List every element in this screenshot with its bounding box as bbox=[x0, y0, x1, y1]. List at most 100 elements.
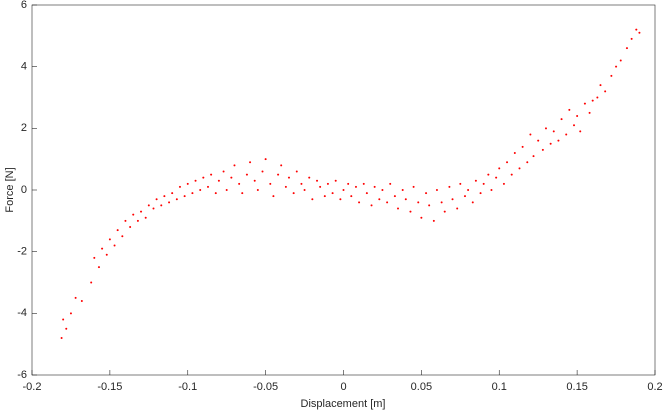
data-point bbox=[529, 133, 532, 136]
data-point bbox=[537, 139, 540, 142]
data-point bbox=[354, 185, 357, 188]
x-tick-label: 0.05 bbox=[411, 381, 432, 393]
data-point bbox=[526, 161, 529, 164]
data-point bbox=[506, 161, 509, 164]
data-point bbox=[225, 189, 228, 191]
data-point bbox=[596, 96, 599, 99]
data-point bbox=[463, 195, 466, 198]
data-point bbox=[342, 189, 345, 191]
data-point bbox=[60, 337, 63, 339]
data-point bbox=[502, 182, 505, 185]
y-tick-label: -2 bbox=[17, 246, 27, 258]
data-point bbox=[202, 176, 205, 179]
data-point bbox=[487, 173, 490, 176]
data-point bbox=[638, 31, 641, 34]
data-point bbox=[409, 210, 412, 213]
data-point bbox=[420, 216, 423, 219]
x-tick-label: 0.1 bbox=[492, 381, 507, 393]
data-point bbox=[518, 167, 521, 170]
y-tick-label: 4 bbox=[21, 61, 27, 73]
data-point bbox=[323, 195, 326, 198]
data-point bbox=[513, 152, 516, 154]
data-point bbox=[210, 173, 213, 176]
data-point bbox=[101, 247, 104, 250]
x-tick-label: -0.15 bbox=[97, 381, 122, 393]
data-point bbox=[544, 127, 547, 130]
data-point bbox=[552, 130, 555, 133]
data-point bbox=[256, 189, 259, 191]
data-point bbox=[116, 229, 119, 232]
data-point bbox=[417, 201, 420, 204]
data-point bbox=[136, 219, 139, 222]
data-point bbox=[604, 90, 607, 93]
data-point bbox=[389, 182, 392, 185]
data-point bbox=[69, 312, 72, 315]
data-point bbox=[80, 300, 83, 302]
data-point bbox=[277, 173, 280, 176]
data-point bbox=[194, 179, 197, 182]
data-point bbox=[199, 189, 202, 191]
y-tick-label: 6 bbox=[21, 0, 27, 11]
x-axis-label: Displacement [m] bbox=[301, 398, 386, 410]
data-point bbox=[591, 99, 594, 102]
data-point bbox=[214, 192, 217, 195]
data-point bbox=[245, 173, 248, 176]
data-point bbox=[428, 204, 431, 207]
data-point bbox=[451, 198, 454, 201]
data-point bbox=[178, 185, 181, 188]
data-point bbox=[303, 189, 306, 191]
data-point bbox=[393, 195, 396, 198]
data-point bbox=[568, 108, 571, 111]
data-point bbox=[443, 210, 446, 213]
x-tick-label: -0.2 bbox=[23, 381, 42, 393]
data-point bbox=[206, 185, 209, 188]
y-tick-label: 2 bbox=[21, 122, 27, 134]
data-point bbox=[311, 198, 314, 201]
data-point bbox=[635, 28, 638, 31]
data-point bbox=[152, 207, 155, 210]
data-point bbox=[292, 192, 295, 195]
data-point bbox=[90, 281, 93, 284]
data-point bbox=[362, 182, 365, 185]
data-point bbox=[358, 201, 361, 204]
data-point bbox=[253, 179, 256, 182]
data-point bbox=[113, 244, 116, 247]
data-point bbox=[222, 170, 225, 173]
data-point bbox=[532, 155, 535, 158]
y-tick-label: -4 bbox=[17, 307, 27, 319]
data-point bbox=[331, 192, 334, 195]
data-point bbox=[373, 185, 376, 188]
data-point bbox=[576, 115, 579, 117]
data-point bbox=[610, 74, 613, 77]
data-point bbox=[549, 142, 552, 145]
x-tick-label: -0.1 bbox=[178, 381, 197, 393]
data-point bbox=[619, 59, 622, 62]
data-point bbox=[467, 189, 470, 191]
data-point bbox=[588, 111, 591, 114]
data-point bbox=[456, 207, 459, 210]
data-point bbox=[435, 189, 438, 191]
data-point bbox=[272, 195, 275, 198]
data-point bbox=[241, 192, 244, 195]
data-point bbox=[401, 189, 404, 191]
data-point bbox=[440, 201, 443, 204]
data-point bbox=[432, 219, 435, 222]
data-point bbox=[191, 192, 194, 195]
data-point bbox=[316, 179, 319, 182]
data-point bbox=[168, 201, 171, 204]
data-point bbox=[498, 167, 501, 170]
x-tick-label: -0.05 bbox=[253, 381, 278, 393]
data-point bbox=[560, 118, 563, 121]
data-point bbox=[105, 253, 108, 256]
data-point bbox=[287, 176, 290, 179]
data-point bbox=[230, 176, 233, 179]
data-point bbox=[175, 198, 178, 201]
data-point bbox=[386, 201, 389, 204]
data-point bbox=[347, 182, 350, 185]
data-point bbox=[163, 195, 166, 198]
data-point bbox=[474, 179, 477, 182]
data-point bbox=[404, 198, 407, 201]
data-point bbox=[490, 189, 493, 191]
data-point bbox=[482, 182, 485, 185]
data-point bbox=[381, 189, 384, 191]
